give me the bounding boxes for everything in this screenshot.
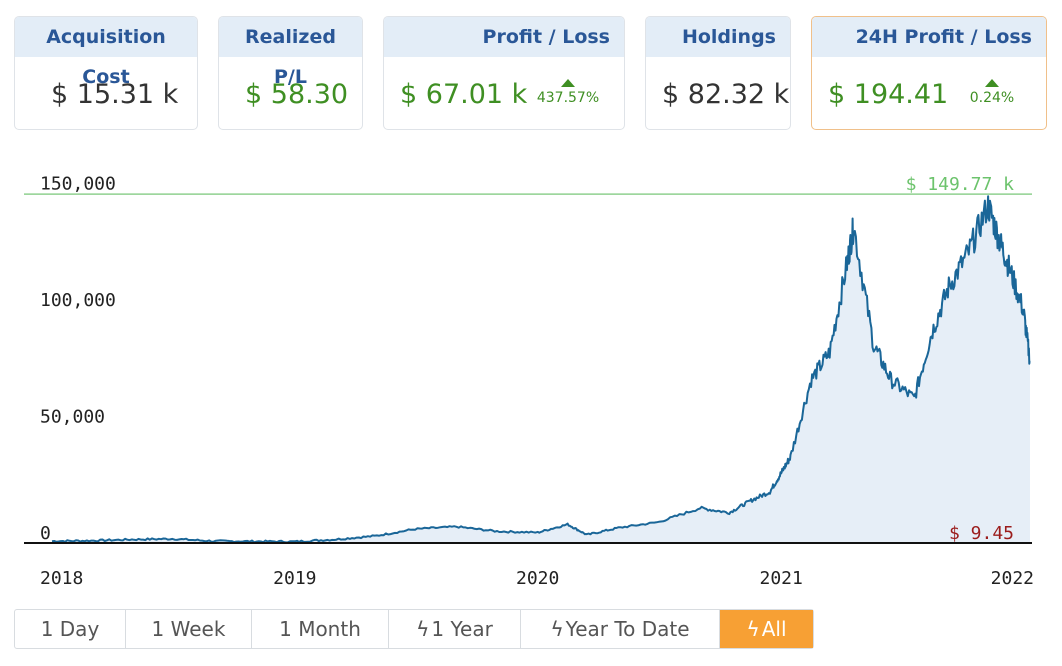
range-1-day-button[interactable]: 1 Day (15, 610, 126, 648)
holdings-label: Holdings (646, 17, 790, 57)
profit-loss-change: 437.57% (528, 79, 608, 106)
profit-loss-24h-label: 24H Profit / Loss (812, 17, 1046, 57)
lightning-icon: ϟ (416, 617, 430, 641)
value-area-fill (52, 196, 1030, 543)
lightning-icon: ϟ (746, 617, 760, 641)
x-tick-label: 2020 (516, 568, 559, 589)
min-value-label: $ 9.45 (949, 523, 1014, 544)
range-year-to-date-button[interactable]: ϟ Year To Date (521, 610, 720, 648)
profit-loss-change-percent: 437.57% (536, 90, 600, 106)
x-tick-label: 2022 (991, 568, 1034, 589)
profit-loss-label: Profit / Loss (384, 17, 624, 57)
caret-up-icon (561, 79, 575, 87)
range-all-label: All (761, 617, 787, 641)
realized-pl-value: $ 58.30 (245, 79, 349, 110)
holdings-value: $ 82.32 k (662, 79, 790, 110)
profit-loss-24h-card: 24H Profit / Loss $ 194.41 0.24% (811, 16, 1047, 130)
holdings-card: Holdings $ 82.32 k (645, 16, 791, 130)
y-tick-label: 50,000 (40, 407, 105, 428)
range-1-year-label: 1 Year (431, 617, 493, 641)
acquisition-cost-card: Acquisition Cost $ 15.31 k (14, 16, 198, 130)
realized-pl-label: Realized P/L (219, 17, 362, 88)
realized-pl-card: Realized P/L $ 58.30 (218, 16, 363, 130)
range-all-button[interactable]: ϟ All (720, 610, 813, 648)
profit-loss-24h-value: $ 194.41 (828, 79, 949, 110)
y-tick-label: 0 (40, 523, 51, 544)
y-tick-label: 100,000 (40, 290, 116, 311)
acquisition-cost-value: $ 15.31 k (51, 79, 179, 110)
profit-loss-value: $ 67.01 k (400, 79, 528, 110)
profit-loss-card: Profit / Loss $ 67.01 k 437.57% (383, 16, 625, 130)
x-tick-label: 2019 (273, 568, 316, 589)
x-tick-label: 2018 (40, 568, 83, 589)
lightning-icon: ϟ (550, 617, 564, 641)
range-1-week-button[interactable]: 1 Week (126, 610, 252, 648)
acquisition-cost-label: Acquisition Cost (15, 17, 197, 88)
range-1-month-button[interactable]: 1 Month (252, 610, 389, 648)
profit-loss-24h-change: 0.24% (952, 79, 1032, 106)
y-tick-label: 150,000 (40, 174, 116, 195)
caret-up-icon (985, 79, 999, 87)
max-value-label: $ 149.77 k (906, 174, 1015, 195)
x-tick-label: 2021 (759, 568, 802, 589)
value-series-line (51, 195, 1031, 544)
portfolio-value-chart: 150,000 100,000 50,000 0 2018 2019 2020 2021 20… (24, 174, 1034, 589)
profit-loss-24h-change-percent: 0.24% (969, 90, 1015, 106)
range-ytd-label: Year To Date (565, 617, 690, 641)
